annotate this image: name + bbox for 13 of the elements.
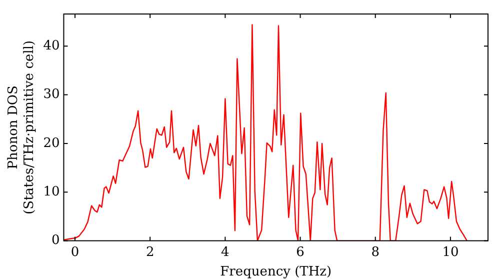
- x-tick-label: 2: [146, 244, 154, 260]
- x-tick-label: 6: [296, 244, 304, 260]
- y-tick-label: 30: [43, 87, 60, 102]
- x-tick-label: 10: [442, 244, 459, 260]
- y-tick-label: 0: [51, 233, 60, 248]
- y-tick-label: 20: [43, 136, 60, 151]
- x-axis-title: Frequency (THz): [220, 264, 332, 280]
- y-axis-title: Phonon DOS (States/THz·primitive cell): [6, 40, 37, 214]
- x-tick-label: 4: [221, 244, 230, 260]
- y-tick-label: 10: [43, 184, 60, 200]
- x-tick-label: 8: [371, 244, 380, 260]
- x-tick-label: 0: [70, 244, 80, 260]
- y-tick-label: 40: [43, 38, 60, 54]
